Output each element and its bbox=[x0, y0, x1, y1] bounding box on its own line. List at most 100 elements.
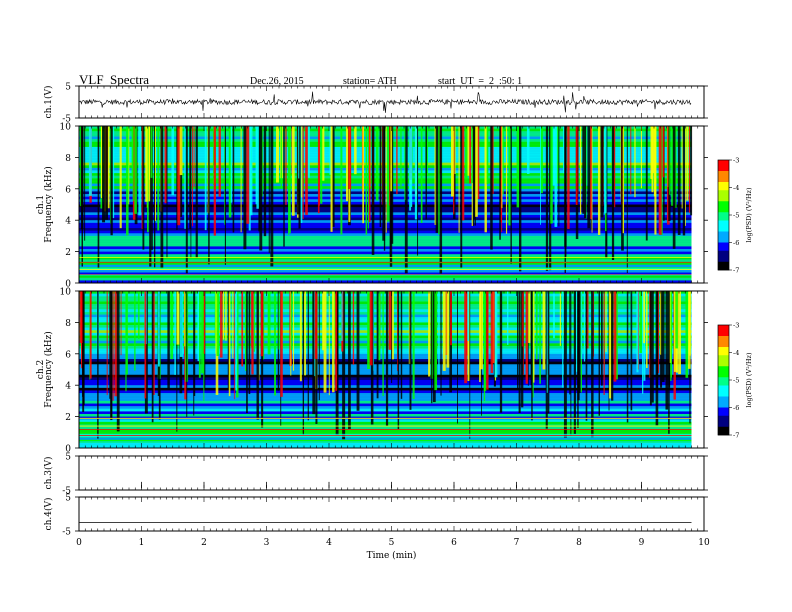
impulse-stripe bbox=[248, 291, 251, 395]
impulse-stripe bbox=[243, 126, 247, 250]
y-tick-label: 5 bbox=[65, 494, 71, 504]
impulse-stripe bbox=[409, 291, 412, 410]
y-tick-label: 8 bbox=[65, 154, 71, 164]
impulse-stripe bbox=[493, 291, 495, 364]
impulse-stripe bbox=[369, 291, 373, 366]
impulse-stripe bbox=[164, 126, 167, 204]
y-axis-label: ch.2 bbox=[36, 360, 46, 379]
colorbar-step bbox=[718, 171, 729, 175]
colorbar-tick-label: -3 bbox=[733, 322, 739, 330]
impulse-stripe bbox=[241, 291, 244, 367]
impulse-stripe bbox=[100, 126, 103, 199]
impulse-stripe bbox=[102, 126, 106, 223]
frequency-band bbox=[79, 413, 692, 417]
frequency-band bbox=[79, 351, 692, 355]
colorbar-step bbox=[718, 168, 729, 172]
impulse-stripe bbox=[490, 291, 494, 374]
frequency-band bbox=[79, 248, 692, 252]
impulse-stripe bbox=[583, 291, 586, 362]
frequency-band bbox=[79, 311, 692, 315]
colorbar-step bbox=[718, 176, 729, 180]
impulse-stripe bbox=[471, 126, 474, 184]
colorbar-step bbox=[718, 388, 729, 392]
impulse-stripe bbox=[201, 291, 204, 374]
impulse-stripe bbox=[82, 291, 85, 412]
colorbar-tick-label: -5 bbox=[733, 377, 739, 385]
impulse-stripe bbox=[375, 126, 379, 201]
impulse-stripe bbox=[291, 126, 295, 216]
impulse-stripe bbox=[397, 291, 399, 371]
impulse-stripe bbox=[642, 291, 644, 394]
impulse-stripe bbox=[519, 126, 522, 272]
impulse-stripe bbox=[654, 126, 657, 235]
colorbar-step bbox=[718, 341, 729, 345]
colorbar-step bbox=[718, 336, 729, 340]
colorbar-step bbox=[718, 250, 729, 254]
frequency-band bbox=[79, 356, 692, 360]
impulse-stripe bbox=[192, 126, 194, 227]
frequency-band bbox=[79, 212, 692, 216]
colorbar-tick-label: -5 bbox=[733, 212, 739, 220]
impulse-stripe bbox=[467, 291, 470, 342]
impulse-stripe bbox=[404, 126, 408, 274]
colorbar-step bbox=[718, 264, 729, 268]
frequency-band bbox=[79, 152, 692, 156]
impulse-stripe bbox=[114, 291, 118, 397]
impulse-stripe bbox=[246, 126, 250, 224]
impulse-stripe bbox=[79, 291, 83, 344]
impulse-stripe bbox=[558, 126, 560, 227]
frequency-band bbox=[79, 235, 692, 239]
frequency-band bbox=[79, 254, 692, 258]
impulse-stripe bbox=[195, 126, 198, 258]
frequency-band bbox=[79, 175, 692, 179]
impulse-stripe bbox=[573, 291, 576, 435]
impulse-stripe bbox=[600, 126, 604, 218]
impulse-stripe bbox=[362, 126, 365, 224]
frequency-band bbox=[79, 369, 692, 373]
impulse-stripe bbox=[409, 126, 412, 211]
impulse-stripe bbox=[348, 126, 352, 190]
impulse-stripe bbox=[431, 291, 433, 404]
impulse-stripe bbox=[480, 291, 483, 370]
impulse-stripe bbox=[484, 126, 487, 233]
impulse-stripe bbox=[591, 291, 594, 438]
impulse-stripe bbox=[615, 291, 618, 380]
impulse-stripe bbox=[499, 126, 501, 240]
impulse-stripe bbox=[185, 126, 188, 274]
impulse-stripe bbox=[304, 291, 306, 376]
impulse-stripe bbox=[274, 291, 276, 396]
impulse-stripe bbox=[329, 126, 332, 175]
impulse-stripe bbox=[328, 291, 330, 396]
colorbar-step bbox=[718, 432, 729, 436]
y-tick-label: 5 bbox=[65, 83, 71, 93]
frequency-band bbox=[79, 251, 692, 255]
impulse-stripe bbox=[428, 291, 431, 377]
impulse-stripe bbox=[438, 291, 440, 375]
colorbar-step bbox=[718, 360, 729, 364]
impulse-stripe bbox=[302, 126, 304, 219]
impulse-stripe bbox=[176, 291, 180, 345]
colorbar-step bbox=[718, 391, 729, 395]
date-label: Dec.26, 2015 bbox=[250, 76, 304, 87]
impulse-stripe bbox=[249, 126, 253, 216]
impulse-stripe bbox=[483, 291, 487, 392]
frequency-band bbox=[79, 335, 692, 339]
impulse-stripe bbox=[672, 126, 676, 249]
impulse-stripe bbox=[391, 291, 393, 384]
impulse-stripe bbox=[132, 126, 136, 220]
impulse-stripe bbox=[575, 291, 578, 372]
impulse-stripe bbox=[317, 126, 320, 214]
impulse-stripe bbox=[613, 126, 616, 208]
impulse-stripe bbox=[160, 126, 164, 269]
impulse-stripe bbox=[608, 291, 610, 411]
y-axis-label: Frequency (kHz) bbox=[43, 166, 54, 243]
frequency-band bbox=[79, 301, 692, 305]
frequency-band bbox=[79, 317, 692, 321]
impulse-stripe bbox=[432, 291, 436, 403]
frequency-band bbox=[79, 314, 692, 318]
colorbar-step bbox=[718, 237, 729, 241]
impulse-stripe bbox=[569, 291, 571, 395]
impulse-stripe bbox=[675, 291, 678, 349]
impulse-stripe bbox=[545, 126, 549, 271]
